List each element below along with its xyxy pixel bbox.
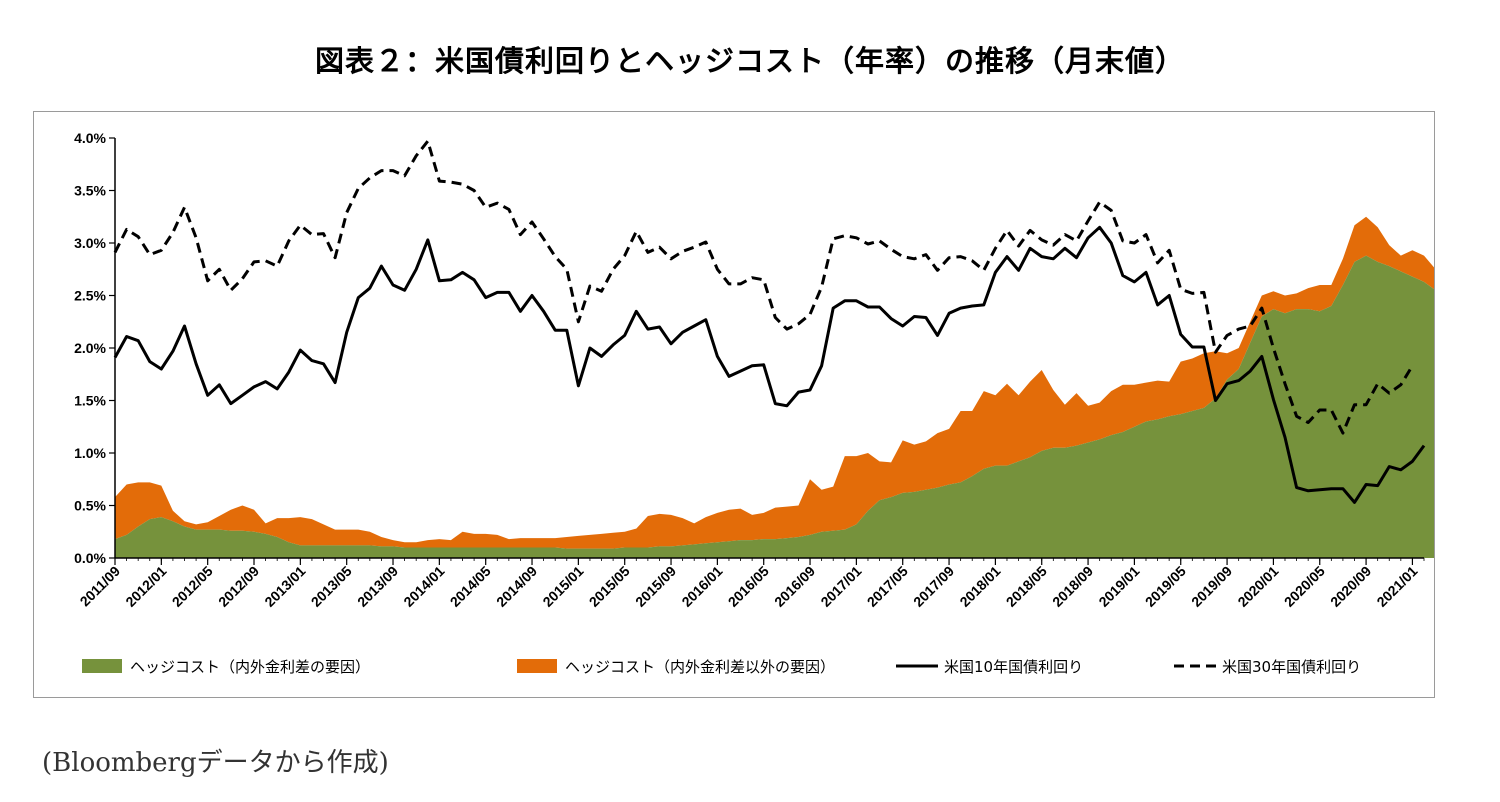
- legend-item: 米国10年国債利回り: [896, 658, 1083, 676]
- x-tick-label: 2020/09: [1327, 563, 1374, 610]
- x-tick-label: 2014/09: [493, 563, 540, 610]
- x-tick-label: 2016/01: [678, 563, 725, 610]
- line-us-30y-yield: [113, 139, 1414, 435]
- area-hedge-cost-rate-differential: [115, 255, 1434, 558]
- x-tick-label: 2012/05: [169, 563, 216, 610]
- x-tick-label: 2013/09: [354, 563, 401, 610]
- x-tick-label: 2017/09: [910, 563, 957, 610]
- legend-label: ヘッジコスト（内外金利差の要因）: [130, 658, 370, 676]
- legend-swatch: [517, 659, 557, 673]
- legend-label: 米国30年国債利回り: [1222, 658, 1361, 676]
- area-hedge-cost-other-factors: [115, 216, 1434, 549]
- y-tick-label: 1.0%: [74, 445, 106, 461]
- source-note: (Bloombergデータから作成): [42, 748, 389, 778]
- x-tick-label: 2019/01: [1095, 563, 1142, 610]
- y-tick-label: 2.0%: [74, 340, 106, 356]
- x-tick-label: 2017/01: [817, 563, 864, 610]
- x-tick-label: 2017/05: [864, 563, 911, 610]
- x-tick-label: 2019/09: [1188, 563, 1235, 610]
- y-tick-label: 3.0%: [74, 235, 106, 251]
- x-tick-label: 2014/01: [400, 563, 447, 610]
- x-tick-label: 2020/01: [1234, 563, 1281, 610]
- area-series-group: [115, 216, 1434, 558]
- x-tick-label: 2018/01: [956, 563, 1003, 610]
- y-tick-label: 1.5%: [74, 393, 106, 409]
- line-series-group: [113, 139, 1426, 504]
- legend-item: 米国30年国債利回り: [1174, 658, 1361, 676]
- y-tick-label: 4.0%: [74, 130, 106, 146]
- x-tick-label: 2015/05: [586, 563, 633, 610]
- x-tick-label: 2012/09: [215, 563, 262, 610]
- legend-label: ヘッジコスト（内外金利差以外の要因）: [565, 658, 835, 676]
- x-tick-label: 2014/05: [447, 563, 494, 610]
- y-tick-label: 0.0%: [74, 550, 106, 566]
- legend-swatch: [82, 659, 122, 673]
- legend-label: 米国10年国債利回り: [944, 658, 1083, 676]
- chart-svg: 0.0% 0.5% 1.0% 1.5% 2.0% 2.5% 3.0% 3.5% 4.0% 2011…: [74, 130, 1434, 676]
- x-tick-label: 2016/09: [771, 563, 818, 610]
- chart-frame: 0.0% 0.5% 1.0% 1.5% 2.0% 2.5% 3.0% 3.5% 4.0% 2011…: [33, 111, 1435, 698]
- x-tick-label: 2018/05: [1003, 563, 1050, 610]
- x-tick-label: 2011/09: [77, 563, 124, 610]
- y-tick-label: 0.5%: [74, 498, 106, 514]
- legend-item: ヘッジコスト（内外金利差以外の要因）: [517, 658, 835, 676]
- x-tick-label: 2021/01: [1373, 563, 1420, 610]
- x-tick-label: 2015/09: [632, 563, 679, 610]
- x-tick-label: 2018/09: [1049, 563, 1096, 610]
- line-us-10y-yield: [113, 225, 1426, 504]
- x-tick-label: 2013/05: [308, 563, 355, 610]
- y-tick-label: 2.5%: [74, 288, 106, 304]
- x-tick-label: 2019/05: [1142, 563, 1189, 610]
- x-tick-label: 2013/01: [261, 563, 308, 610]
- y-tick-label: 3.5%: [74, 183, 106, 199]
- chart-title: 図表２：米国債利回りとヘッジコスト（年率）の推移（月末値）: [314, 44, 1185, 78]
- x-tick-label: 2012/01: [122, 563, 169, 610]
- x-tick-label: 2015/01: [539, 563, 586, 610]
- legend: ヘッジコスト（内外金利差の要因） ヘッジコスト（内外金利差以外の要因） 米国10年国…: [82, 658, 1361, 676]
- x-tick-label: 2020/05: [1281, 563, 1328, 610]
- legend-item: ヘッジコスト（内外金利差の要因）: [82, 658, 370, 676]
- x-tick-label: 2016/05: [725, 563, 772, 610]
